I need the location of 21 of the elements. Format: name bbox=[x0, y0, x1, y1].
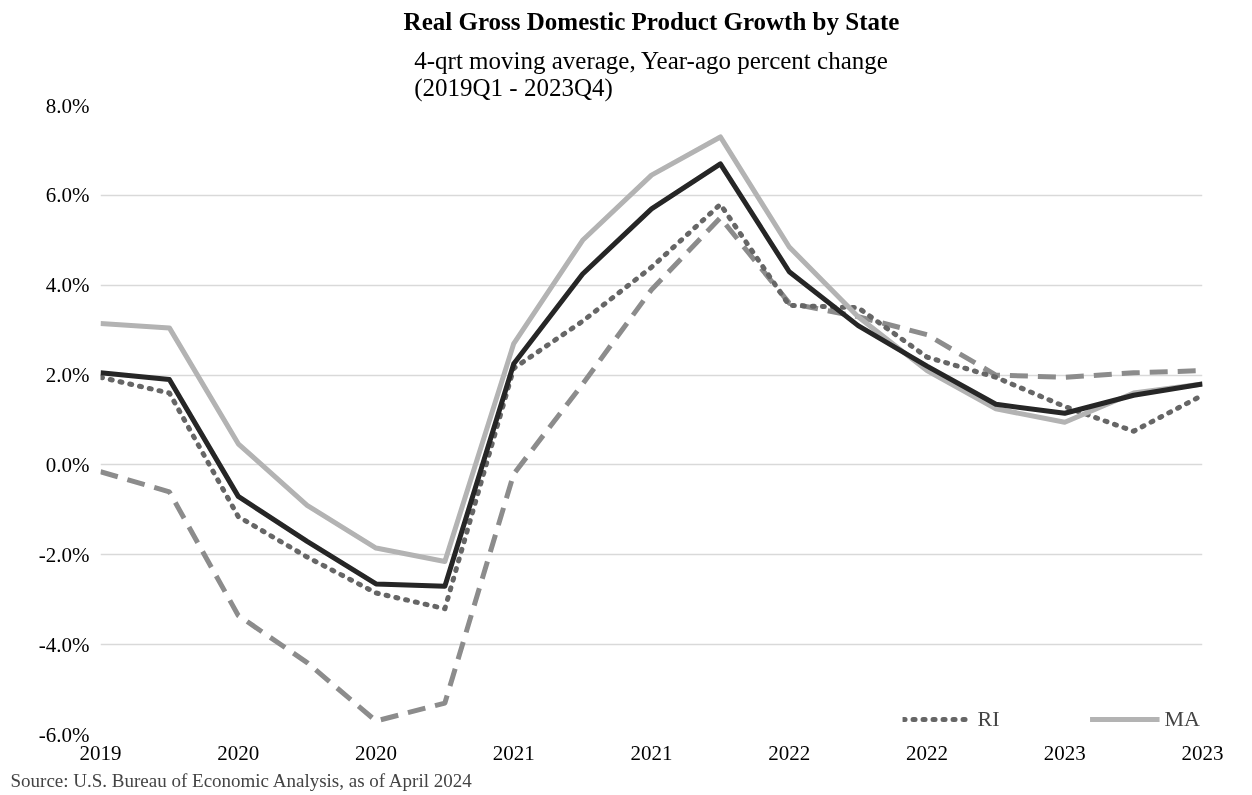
y-tick-label: -6.0% bbox=[38, 722, 90, 747]
y-tick-label: 4.0% bbox=[45, 273, 90, 298]
y-tick-label: -4.0% bbox=[38, 632, 90, 657]
legend-label: RI bbox=[977, 706, 1000, 732]
chart-subtitle: 4-qrt moving average, Year-ago percent change (2019Q1 - 2023Q4) bbox=[414, 46, 888, 102]
source-note: Source: U.S. Bureau of Economic Analysis, as of April 2024 bbox=[10, 769, 473, 791]
y-tick-label: -2.0% bbox=[38, 542, 90, 567]
x-tick-label: 2022 bbox=[906, 740, 948, 765]
x-tick-label: 2023 bbox=[1043, 740, 1086, 765]
y-tick-label: 2.0% bbox=[45, 363, 90, 388]
legend-label: MA bbox=[1164, 706, 1200, 732]
x-tick-label: 2020 bbox=[217, 740, 260, 765]
x-tick-label: 2021 bbox=[630, 740, 673, 765]
y-tick-label: 0.0% bbox=[45, 452, 90, 477]
x-tick-label: 2021 bbox=[492, 740, 535, 765]
chart-title: Real Gross Domestic Product Growth by State bbox=[403, 7, 900, 35]
x-tick-label: 2023 bbox=[1181, 740, 1224, 765]
y-tick-label: 6.0% bbox=[45, 183, 90, 208]
x-tick-label: 2020 bbox=[355, 740, 397, 765]
y-tick-label: 8.0% bbox=[45, 93, 90, 118]
x-tick-label: 2022 bbox=[768, 740, 811, 765]
